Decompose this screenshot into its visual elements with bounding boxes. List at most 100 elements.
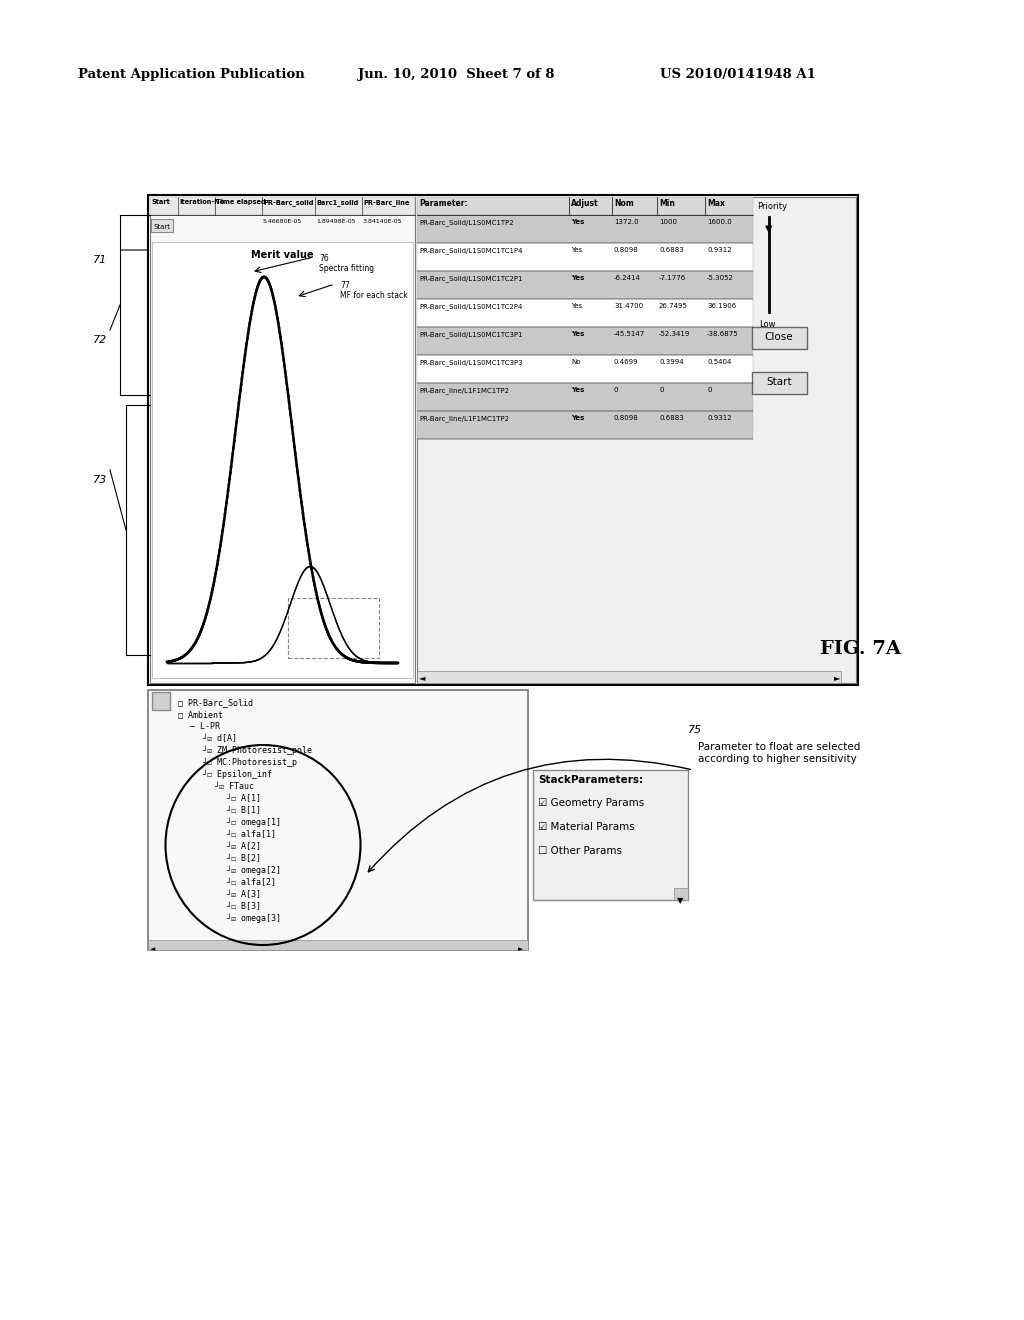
- FancyBboxPatch shape: [417, 411, 753, 440]
- Text: ☑ Material Params: ☑ Material Params: [538, 822, 635, 832]
- Text: Time elapsed: Time elapsed: [216, 199, 265, 205]
- Text: 5.46680E-05: 5.46680E-05: [263, 219, 302, 224]
- Text: Min: Min: [659, 199, 675, 209]
- Text: Priority: Priority: [757, 202, 787, 211]
- Text: 1600.0: 1600.0: [707, 219, 732, 224]
- Text: -52.3419: -52.3419: [659, 331, 690, 337]
- Text: 31.4700: 31.4700: [614, 304, 643, 309]
- Text: Iteration-No: Iteration-No: [179, 199, 224, 205]
- Text: 76
Spectra fitting: 76 Spectra fitting: [319, 253, 374, 273]
- Text: ┘☑ FTauc: ┘☑ FTauc: [214, 781, 254, 791]
- Text: -5.3052: -5.3052: [707, 275, 734, 281]
- FancyBboxPatch shape: [674, 888, 688, 900]
- Text: ┘☐ A[1]: ┘☐ A[1]: [226, 795, 261, 803]
- Text: -7.1776: -7.1776: [659, 275, 686, 281]
- FancyBboxPatch shape: [148, 690, 528, 950]
- Text: ┘☐ omega[1]: ┘☐ omega[1]: [226, 818, 281, 828]
- FancyBboxPatch shape: [148, 940, 528, 950]
- Text: PR-Barc_Solid/L1S0MC1TC2P4: PR-Barc_Solid/L1S0MC1TC2P4: [419, 304, 522, 310]
- Text: 0.9312: 0.9312: [707, 247, 731, 253]
- Text: 0.5404: 0.5404: [707, 359, 731, 366]
- Text: ┘☐ B[3]: ┘☐ B[3]: [226, 902, 261, 911]
- Text: Yes: Yes: [571, 304, 583, 309]
- Text: Parameter to float are selected
according to higher sensitivity: Parameter to float are selected accordin…: [698, 742, 860, 763]
- Text: PR-Barc_Solid/L1S0MC1TC2P1: PR-Barc_Solid/L1S0MC1TC2P1: [419, 275, 522, 281]
- Text: ┘☑ A[2]: ┘☑ A[2]: [226, 842, 261, 851]
- Text: PR-Barc_Solid/L1S0MC1TP2: PR-Barc_Solid/L1S0MC1TP2: [419, 219, 514, 226]
- FancyBboxPatch shape: [417, 197, 856, 682]
- Text: Close: Close: [765, 333, 794, 342]
- Text: ┘☑ d[A]: ┘☑ d[A]: [202, 734, 237, 743]
- FancyBboxPatch shape: [417, 243, 753, 271]
- Text: PR-Barc_Solid/L1S0MC1TC1P4: PR-Barc_Solid/L1S0MC1TC1P4: [419, 247, 522, 253]
- FancyBboxPatch shape: [534, 770, 688, 900]
- FancyBboxPatch shape: [148, 195, 858, 685]
- Text: 26.7495: 26.7495: [659, 304, 688, 309]
- Text: 1000: 1000: [659, 219, 677, 224]
- Text: 75: 75: [688, 725, 702, 735]
- Text: ┘☑ ZM Photoresist_pole: ┘☑ ZM Photoresist_pole: [202, 746, 312, 755]
- FancyBboxPatch shape: [417, 671, 841, 682]
- Text: Barc1_solid: Barc1_solid: [316, 199, 358, 206]
- Text: 0.9312: 0.9312: [707, 414, 731, 421]
- Text: ▼: ▼: [677, 896, 683, 906]
- FancyBboxPatch shape: [152, 242, 413, 678]
- Text: 77
MF for each stack: 77 MF for each stack: [340, 281, 408, 301]
- Text: 0: 0: [614, 387, 618, 393]
- Text: ┘☐ alfa[2]: ┘☐ alfa[2]: [226, 878, 276, 887]
- FancyBboxPatch shape: [150, 197, 415, 682]
- Text: ☐ Other Params: ☐ Other Params: [538, 846, 622, 855]
- Text: 0.8098: 0.8098: [614, 247, 639, 253]
- Text: -6.2414: -6.2414: [614, 275, 641, 281]
- Text: PR-Barc_Solid/L1S0MC1TC3P1: PR-Barc_Solid/L1S0MC1TC3P1: [419, 331, 522, 338]
- FancyBboxPatch shape: [152, 692, 170, 710]
- Text: Patent Application Publication: Patent Application Publication: [78, 69, 305, 81]
- Text: 0.3994: 0.3994: [659, 359, 684, 366]
- Text: Nom: Nom: [614, 199, 634, 209]
- Text: 71: 71: [93, 255, 108, 265]
- Text: StackParameters:: StackParameters:: [538, 775, 643, 785]
- Text: 0.6883: 0.6883: [659, 247, 684, 253]
- Text: Jun. 10, 2010  Sheet 7 of 8: Jun. 10, 2010 Sheet 7 of 8: [358, 69, 555, 81]
- Text: ◄: ◄: [419, 673, 426, 682]
- Text: FIG. 7A: FIG. 7A: [820, 640, 901, 657]
- Text: ┘☑ omega[3]: ┘☑ omega[3]: [226, 913, 281, 924]
- FancyBboxPatch shape: [417, 355, 753, 383]
- Text: Start: Start: [766, 378, 792, 387]
- Text: Start: Start: [154, 224, 171, 230]
- Text: PR-Barc_line: PR-Barc_line: [362, 199, 410, 206]
- FancyBboxPatch shape: [417, 300, 753, 327]
- Text: Yes: Yes: [571, 387, 585, 393]
- FancyBboxPatch shape: [417, 197, 753, 215]
- Text: 0: 0: [707, 387, 712, 393]
- Text: ┘☑ A[3]: ┘☑ A[3]: [226, 890, 261, 899]
- Text: Yes: Yes: [571, 247, 583, 253]
- FancyBboxPatch shape: [151, 219, 173, 232]
- Text: Adjust: Adjust: [571, 199, 599, 209]
- Text: Yes: Yes: [571, 275, 585, 281]
- Text: ┘☐ alfa[1]: ┘☐ alfa[1]: [226, 830, 276, 840]
- Text: Yes: Yes: [571, 414, 585, 421]
- Text: -45.5147: -45.5147: [614, 331, 645, 337]
- Text: ┘☐ Epsilon_inf: ┘☐ Epsilon_inf: [202, 770, 272, 779]
- Text: Low: Low: [759, 319, 775, 329]
- Text: ►: ►: [518, 946, 523, 952]
- FancyBboxPatch shape: [417, 327, 753, 355]
- Text: ◄: ◄: [150, 946, 156, 952]
- Text: No: No: [571, 359, 581, 366]
- Text: ┘☐ B[2]: ┘☐ B[2]: [226, 854, 261, 863]
- Text: 0.8098: 0.8098: [614, 414, 639, 421]
- Text: PR-Barc_Solid/L1S0MC1TC3P3: PR-Barc_Solid/L1S0MC1TC3P3: [419, 359, 522, 366]
- Text: PR-Barc_line/L1F1MC1TP2: PR-Barc_line/L1F1MC1TP2: [419, 414, 509, 422]
- Text: 0: 0: [659, 387, 664, 393]
- FancyBboxPatch shape: [417, 383, 753, 411]
- Text: ☑ Geometry Params: ☑ Geometry Params: [538, 799, 644, 808]
- Text: PR-Barc_solid: PR-Barc_solid: [263, 199, 313, 206]
- Text: PR-Barc_line/L1F1MC1TP2: PR-Barc_line/L1F1MC1TP2: [419, 387, 509, 393]
- Text: Start: Start: [151, 199, 170, 205]
- Text: Max: Max: [707, 199, 725, 209]
- Text: 0.4699: 0.4699: [614, 359, 639, 366]
- FancyBboxPatch shape: [417, 271, 753, 300]
- Text: 1.89498E-05: 1.89498E-05: [316, 219, 355, 224]
- Text: 73: 73: [93, 475, 108, 484]
